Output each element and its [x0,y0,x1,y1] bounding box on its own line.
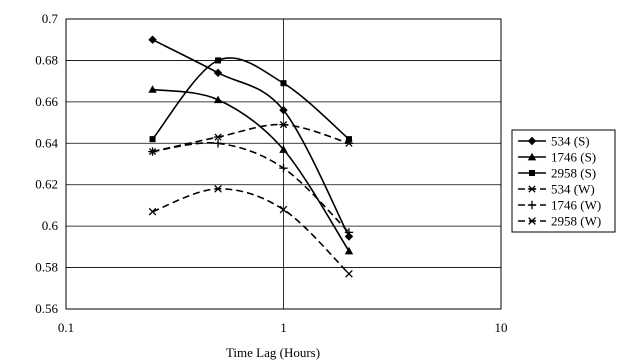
x-tick-label-0: 0.1 [58,320,74,335]
legend-marker-1 [527,152,537,161]
y-tick-label-3: 0.62 [35,177,58,192]
data-point-4-3 [344,228,354,237]
grid [65,18,502,310]
x-tick-label-1: 1 [280,320,287,335]
legend-label-5: 2958 (W) [551,214,601,229]
data-point-3-3 [344,139,354,147]
data-point-1-0 [148,85,157,93]
y-tick-label-4: 0.64 [35,135,58,150]
data-point-3-2 [279,121,288,129]
data-point-4-1 [213,139,223,148]
data-point-5-1 [214,185,222,193]
data-point-4-2 [279,163,288,173]
legend-marker-4 [527,200,537,210]
data-point-1-1 [213,95,223,104]
data-point-2-2 [280,80,287,87]
data-point-0-2 [279,105,288,115]
legend: 534 (S)1746 (S)2958 (S)534 (W)1746 (W)29… [511,129,616,233]
y-tick-label-6: 0.68 [35,52,58,67]
legend-marker-3 [527,185,537,193]
series-layer [151,39,350,275]
data-point-5-2 [279,205,288,214]
legend-label-4: 1746 (W) [551,198,601,213]
legend-label-2: 2958 (S) [551,166,596,181]
series-line-3 [152,123,350,153]
data-point-5-0 [148,207,157,216]
legend-label-3: 534 (W) [551,182,595,197]
data-point-2-1 [215,57,222,64]
data-point-1-2 [279,145,288,153]
y-tick-label-1: 0.58 [35,260,58,275]
series-line-5 [152,188,350,275]
series-line-0 [152,39,350,237]
legend-box [511,129,616,233]
data-point-3-1 [213,133,223,141]
y-tick-label-7: 0.7 [42,11,59,26]
data-point-5-3 [345,269,353,278]
data-point-4-0 [148,147,157,156]
tick-labels: 0.56 0.58 0.6 0.62 0.64 0.66 0.68 0.7 0.1 1 10 [35,11,507,335]
data-point-2-0 [149,136,156,143]
legend-label-0: 534 (S) [551,134,590,149]
legend-marker-2 [528,169,536,177]
marker-layer [148,35,354,278]
data-point-0-1 [213,68,223,78]
plot-frame [65,18,502,310]
x-tick-label-2: 10 [495,320,508,335]
legend-marker-0 [527,136,537,146]
data-point-2-3 [345,136,352,143]
series-line-4 [152,141,350,233]
data-point-1-3 [344,246,354,255]
legend-marker-5 [528,217,536,225]
legend-label-1: 1746 (S) [551,150,596,165]
x-axis-title: Time Lag (Hours) [226,345,320,360]
series-line-2 [151,57,350,140]
y-tick-label-0: 0.56 [35,301,58,316]
y-tick-label-2: 0.6 [42,218,59,233]
y-tick-label-5: 0.66 [35,94,58,109]
series-line-1 [152,88,350,252]
data-point-0-0 [148,35,157,44]
